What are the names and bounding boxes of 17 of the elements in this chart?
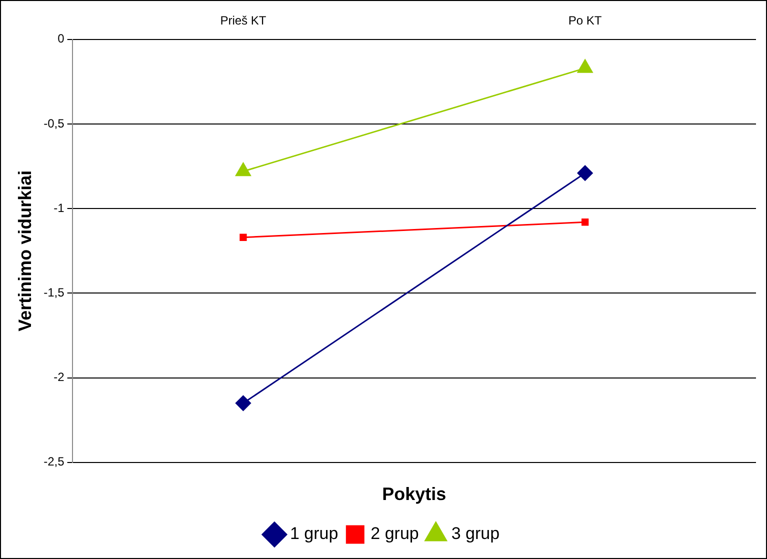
x-axis-title: Pokytis <box>382 484 446 504</box>
point <box>235 395 251 411</box>
point <box>240 234 247 241</box>
legend-label: 1 grup <box>290 524 338 544</box>
x-tick-label: Prieš KT <box>220 14 267 28</box>
y-tick-label: -1 <box>54 200 65 215</box>
y-tick-label: -2 <box>54 370 65 384</box>
point <box>577 165 593 181</box>
y-tick-label: -0,5 <box>44 116 65 130</box>
x-tick-label: Po KT <box>568 14 602 28</box>
legend-label: 3 grup <box>451 524 500 544</box>
legend-label: 2 grup <box>370 524 419 544</box>
point <box>581 218 589 226</box>
y-tick-label: -1,5 <box>44 286 65 300</box>
y-axis-title: Vertinimo vidurkiai <box>14 170 35 332</box>
y-tick-label: -2,5 <box>44 454 65 469</box>
y-tick-label: 0 <box>58 32 65 46</box>
